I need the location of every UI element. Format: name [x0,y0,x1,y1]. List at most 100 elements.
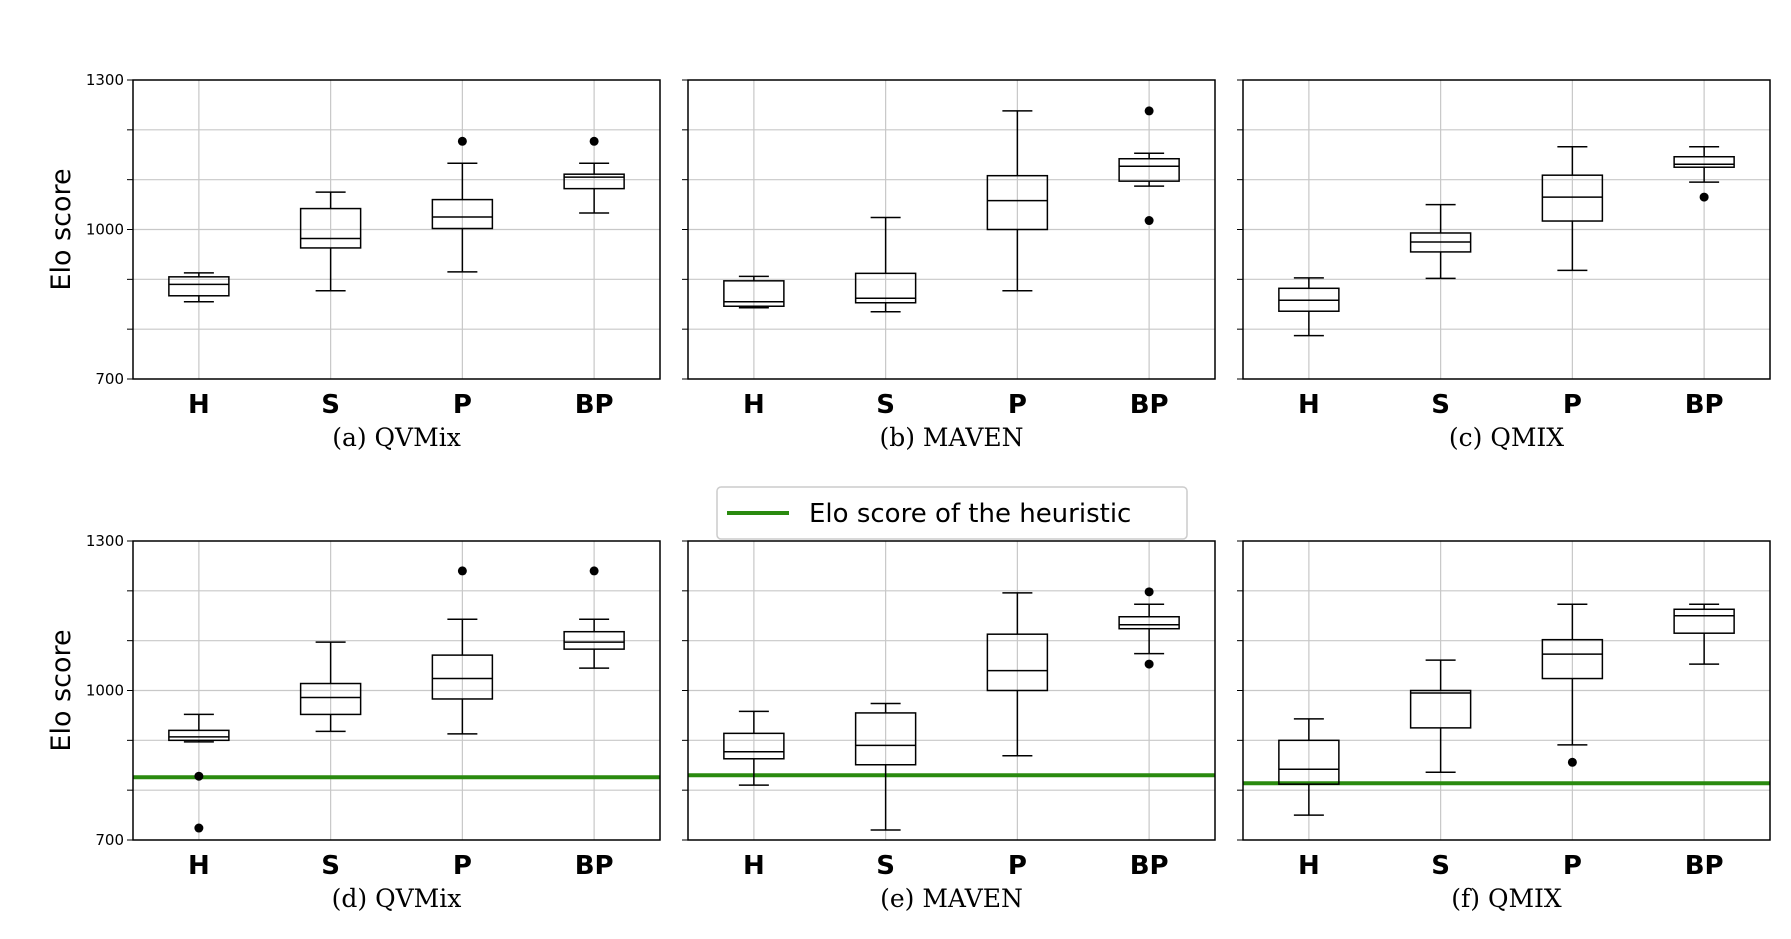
y-tick-label: 1000 [86,221,124,239]
x-tick-label: BP [1685,390,1724,420]
x-tick-label: P [1008,390,1027,420]
outlier-point [589,566,599,576]
x-tick-label: S [1431,851,1450,881]
outlier-point [1567,757,1577,767]
axes-frame [687,540,1216,841]
legend-frame [716,486,1188,540]
chart-panel-1: 700 1000 1300 Elo score H S P BP (a) QVMix [46,71,661,452]
box-iqr [854,712,917,766]
panel-caption: (f) QMIX [1451,884,1562,913]
box-S [299,641,362,733]
box-iqr [1541,174,1604,222]
box-P [1541,146,1604,272]
axes-frame [132,540,661,841]
box-iqr [723,280,785,307]
box-S [854,702,917,831]
x-tick-label: S [1431,390,1450,420]
panel-caption: (e) MAVEN [880,884,1023,913]
x-tick-label: BP [575,390,614,420]
x-tick-label: BP [1685,851,1724,881]
box-iqr [563,630,625,650]
box-H [723,275,785,309]
box-iqr [1673,608,1735,634]
x-tick-label: BP [1130,390,1169,420]
box-H [723,710,785,786]
box-iqr [431,654,494,700]
box-iqr [1278,739,1340,785]
box-iqr [986,174,1049,231]
y-tick-label: 1300 [86,71,124,89]
box-iqr [1409,689,1472,729]
chart-panel-3: H S P BP (c) QMIX [1237,79,1771,452]
panel-caption: (d) QVMix [332,884,462,913]
outlier-point [1144,587,1154,597]
y-tick-label: 1000 [86,682,124,700]
box-S [854,216,917,313]
y-axis-label: Elo score [46,168,77,290]
box-iqr [431,198,494,230]
x-tick-label: H [1298,390,1320,420]
chart-panel-5: H S P BP (e) MAVEN [682,540,1216,913]
box-P [1541,603,1604,767]
panel-caption: (c) QMIX [1449,423,1564,452]
box-H [168,272,230,303]
x-tick-label: BP [575,851,614,881]
x-tick-label: P [1563,851,1582,881]
outlier-point [194,771,204,781]
axes-frame [687,79,1216,380]
box-BP [563,566,625,669]
x-tick-label: H [188,851,210,881]
box-iqr [1541,638,1604,680]
box-S [1409,659,1472,773]
box-iqr [168,276,230,297]
panel-caption: (b) MAVEN [879,423,1023,452]
outlier-point [1144,659,1154,669]
box-BP [1118,106,1180,226]
x-tick-label: H [743,390,765,420]
x-tick-label: P [453,390,472,420]
box-H [1278,718,1340,816]
x-tick-label: P [1563,390,1582,420]
panels: 700 1000 1300 Elo score H S P BP (a) QVMix H S P BP (… [46,71,1771,913]
x-tick-label: S [321,390,340,420]
outlier-point [1144,216,1154,226]
axes-frame [1242,79,1771,380]
box-iqr [299,207,362,249]
x-tick-label: S [876,390,895,420]
box-BP [563,136,625,214]
outlier-point [1144,106,1154,116]
x-tick-label: S [321,851,340,881]
x-tick-label: H [188,390,210,420]
y-tick-label: 700 [95,370,124,388]
box-P [986,592,1049,757]
box-BP [1673,146,1735,202]
box-P [986,110,1049,292]
box-S [1409,203,1472,280]
box-iqr [986,633,1049,692]
box-H [168,713,230,833]
box-P [431,566,494,735]
y-tick-label: 1300 [86,532,124,550]
axes-frame [1242,540,1771,841]
x-tick-label: S [876,851,895,881]
outlier-point [457,566,467,576]
box-iqr [1118,615,1180,630]
box-S [299,191,362,292]
box-BP [1673,603,1735,665]
x-tick-label: H [743,851,765,881]
chart-panel-2: H S P BP (b) MAVEN [682,79,1216,452]
box-BP [1118,587,1180,669]
box-iqr [854,272,917,304]
panel-caption: (a) QVMix [332,423,461,452]
chart-panel-6: H S P BP (f) QMIX [1237,540,1771,913]
y-axis-label: Elo score [46,629,77,751]
x-tick-label: BP [1130,851,1169,881]
outlier-point [1699,192,1709,202]
box-iqr [563,173,625,190]
box-iqr [299,682,362,716]
legend: Elo score of the heuristic [716,486,1188,540]
outlier-point [457,136,467,146]
outlier-point [194,823,204,833]
x-tick-label: P [1008,851,1027,881]
box-P [431,136,494,273]
